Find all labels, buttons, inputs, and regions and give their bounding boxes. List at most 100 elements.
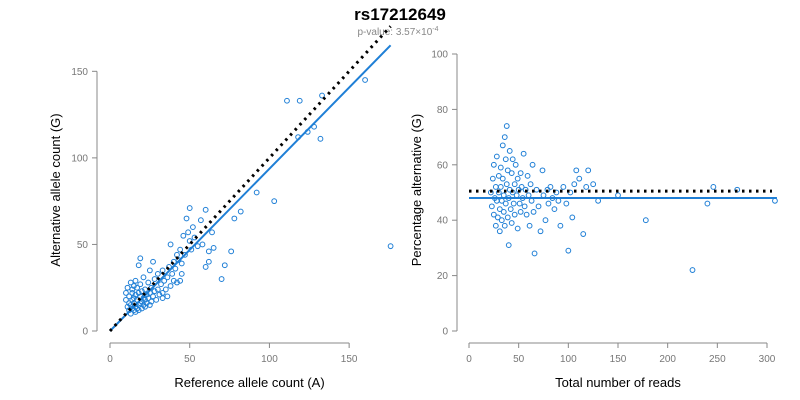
data-point [150, 258, 156, 265]
data-point [142, 286, 148, 293]
x-tick-label: 100 [560, 354, 577, 365]
y-tick-label: 80 [437, 105, 449, 116]
data-point [528, 197, 535, 204]
data-point [137, 281, 144, 288]
data-point [319, 92, 325, 99]
x-axis-label: Total number of reads [555, 375, 681, 390]
data-point [170, 258, 177, 265]
data-point [501, 134, 508, 141]
data-point [178, 260, 185, 267]
x-tick-label: 50 [513, 354, 525, 365]
data-point [503, 181, 510, 188]
data-point [507, 206, 514, 213]
data-point [488, 203, 495, 210]
data-point [253, 189, 260, 196]
data-point [514, 225, 521, 232]
data-point [502, 200, 509, 207]
data-point [530, 208, 537, 215]
y-tick-label: 0 [82, 327, 88, 338]
data-point [511, 211, 518, 218]
data-point [146, 302, 153, 308]
data-point [529, 161, 536, 168]
data-point [704, 200, 711, 207]
data-point [496, 228, 503, 235]
data-point [772, 197, 778, 204]
data-point [205, 248, 212, 255]
data-point [186, 205, 193, 211]
data-point [150, 293, 156, 300]
data-point [490, 211, 497, 218]
data-point [177, 277, 184, 284]
data-point [517, 208, 524, 215]
y-tick-label: 0 [442, 327, 448, 338]
left-scatter-panel: 0 50 100 150 0 50 100 150 Reference allele count… [48, 25, 394, 390]
x-tick-label: 250 [709, 354, 726, 365]
data-point [153, 296, 160, 303]
data-point [560, 184, 567, 190]
data-point [271, 198, 278, 205]
data-point [135, 290, 142, 296]
data-point [509, 156, 516, 163]
data-point [228, 248, 235, 255]
data-point [174, 279, 180, 286]
data-point [126, 293, 133, 300]
data-point [148, 298, 155, 305]
data-point [503, 123, 510, 129]
data-point [710, 184, 717, 190]
data-point [585, 167, 592, 174]
data-point [497, 184, 504, 190]
data-point [531, 250, 538, 257]
data-point [284, 97, 290, 104]
data-point [296, 97, 303, 104]
p-value-label: p-value: 3.57×10-4 [357, 26, 438, 38]
data-point [209, 229, 215, 236]
data-point [317, 135, 324, 142]
data-point [498, 217, 505, 224]
data-point [494, 214, 501, 221]
data-point [551, 206, 558, 213]
y-tick-label: 50 [77, 240, 89, 251]
data-point [137, 255, 144, 262]
data-point [177, 246, 184, 253]
data-point [167, 241, 174, 248]
data-point [496, 206, 503, 213]
data-point [142, 303, 148, 310]
data-point [387, 243, 394, 250]
data-point [124, 284, 131, 291]
data-point [218, 276, 225, 282]
data-point [489, 175, 496, 182]
data-point [504, 214, 511, 221]
data-point [511, 181, 518, 188]
y-tick-label: 100 [431, 50, 448, 61]
data-point [505, 242, 512, 249]
data-point [539, 167, 546, 174]
data-point [501, 222, 508, 229]
x-tick-label: 50 [184, 354, 196, 365]
x-tick-label: 200 [659, 354, 676, 365]
p-value-exponent: -4 [432, 26, 438, 33]
data-point [547, 184, 554, 190]
data-point [170, 277, 177, 284]
x-tick-label: 0 [107, 354, 113, 365]
data-point [127, 279, 134, 286]
data-point [123, 296, 129, 303]
data-point [221, 262, 228, 269]
data-point [510, 200, 517, 207]
data-point [499, 142, 506, 149]
data-point [504, 167, 511, 174]
data-point [500, 208, 507, 215]
data-point [563, 200, 570, 207]
data-point [145, 279, 152, 286]
data-point [573, 167, 580, 174]
data-point [535, 203, 542, 210]
data-point [518, 184, 525, 190]
data-point [186, 238, 193, 244]
data-point [131, 283, 137, 289]
data-point [520, 150, 527, 157]
data-point [516, 200, 523, 207]
data-point [151, 276, 158, 282]
data-point [231, 215, 238, 222]
data-point [166, 264, 172, 270]
data-point [164, 293, 171, 300]
x-tick-label: 150 [341, 354, 358, 365]
